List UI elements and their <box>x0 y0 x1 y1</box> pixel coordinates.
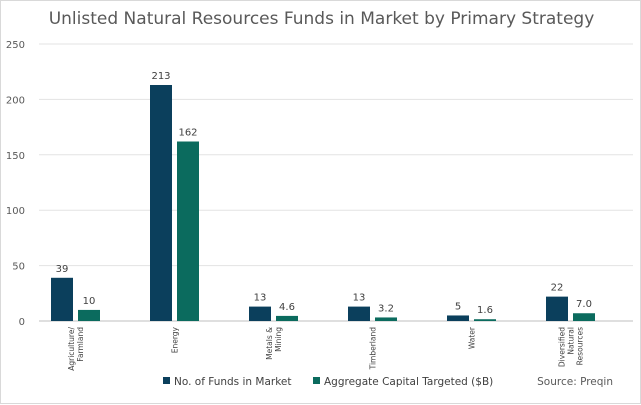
bar-funds-0 <box>51 277 73 321</box>
legend-swatch-1 <box>313 377 320 384</box>
category-label-5-1: Natural <box>567 327 576 355</box>
category-label-1-0: Energy <box>171 326 180 353</box>
bar-capital-0 <box>78 309 100 321</box>
y-tick-label-50: 50 <box>12 262 25 273</box>
legend-swatch-0 <box>163 377 170 384</box>
data-label-funds-5: 22 <box>551 283 564 294</box>
bar-funds-5 <box>546 296 568 321</box>
bar-funds-2 <box>249 306 271 321</box>
chart-title: Unlisted Natural Resources Funds in Mark… <box>48 9 595 29</box>
data-label-capital-0: 10 <box>83 296 96 307</box>
bar-funds-3 <box>348 306 370 321</box>
bar-funds-4 <box>447 315 469 321</box>
category-label-4-0: Water <box>468 326 477 349</box>
data-label-funds-0: 39 <box>56 264 69 275</box>
source-label: Source: Preqin <box>537 376 613 388</box>
bar-capital-3 <box>375 317 397 321</box>
category-label-5-0: Diversified <box>558 327 567 367</box>
category-label-5-2: Resources <box>576 327 585 365</box>
bar-capital-2 <box>276 315 298 321</box>
legend-label-1: Aggregate Capital Targeted ($B) <box>324 376 493 388</box>
bar-funds-1 <box>150 84 172 321</box>
category-label-2-1: Mining <box>274 327 283 352</box>
data-label-funds-1: 213 <box>151 71 170 82</box>
category-label-3-0: Timberland <box>369 327 378 371</box>
data-label-funds-4: 5 <box>455 301 461 312</box>
legend-label-0: No. of Funds in Market <box>174 376 291 388</box>
bar-capital-4 <box>474 319 496 321</box>
y-tick-label-250: 250 <box>6 40 25 51</box>
bar-capital-5 <box>573 313 595 321</box>
bar-capital-1 <box>177 141 199 321</box>
data-label-capital-5: 7.0 <box>576 299 592 310</box>
y-tick-label-150: 150 <box>6 151 25 162</box>
data-label-capital-3: 3.2 <box>378 303 394 314</box>
category-label-2-0: Metals & <box>265 327 274 360</box>
data-label-capital-4: 1.6 <box>477 305 493 316</box>
data-label-capital-2: 4.6 <box>279 302 295 313</box>
y-tick-label-100: 100 <box>6 206 25 217</box>
y-tick-label-0: 0 <box>19 317 25 328</box>
data-label-funds-2: 13 <box>254 293 267 304</box>
category-label-0-0: Agriculture/ <box>67 327 76 371</box>
y-tick-label-200: 200 <box>6 95 25 106</box>
data-label-capital-1: 162 <box>178 128 197 139</box>
category-label-0-1: Farmland <box>76 327 85 362</box>
data-label-funds-3: 13 <box>353 293 366 304</box>
